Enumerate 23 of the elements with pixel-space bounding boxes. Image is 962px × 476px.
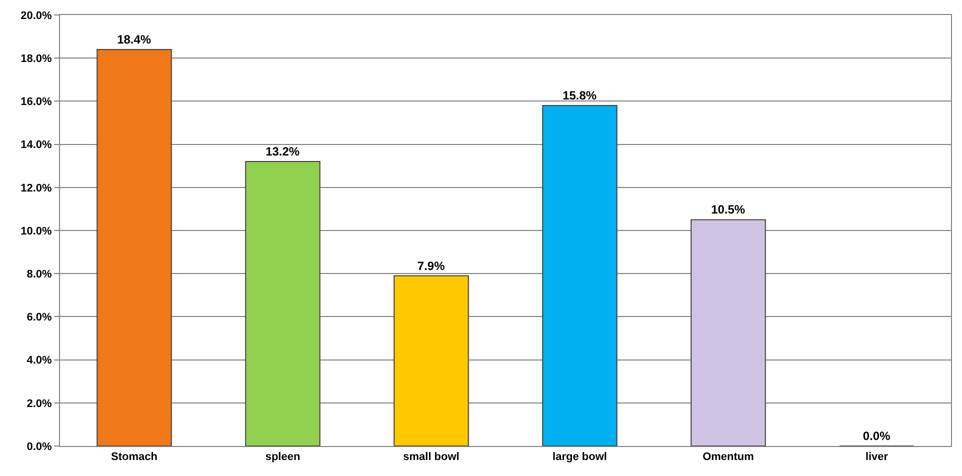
x-tick-label: Stomach	[111, 451, 158, 464]
x-tick-label: Omentum	[702, 451, 754, 464]
y-tick-label: 16.0%	[20, 96, 52, 108]
y-tick-label: 2.0%	[26, 398, 52, 410]
y-tick-label: 6.0%	[26, 312, 52, 324]
data-label: 15.8%	[562, 88, 597, 103]
data-label: 7.9%	[417, 258, 446, 273]
data-label: 13.2%	[266, 144, 300, 159]
data-label: 0.0%	[862, 429, 891, 443]
y-tick-label: 12.0%	[20, 182, 52, 194]
y-tick-label: 14.0%	[20, 139, 52, 152]
y-tick-label: 18.0%	[20, 52, 52, 65]
y-tick-label: 8.0%	[26, 268, 52, 280]
x-tick-label: large bowl	[552, 451, 607, 464]
x-tick-label: spleen	[265, 451, 300, 464]
x-tick-label: small bowl	[403, 451, 460, 464]
y-tick-label: 10.0%	[20, 225, 52, 238]
data-label: 18.4%	[117, 32, 152, 46]
y-tick-label: 20.0%	[20, 10, 52, 22]
x-tick-label: liver	[865, 451, 889, 464]
y-tick-label: 4.0%	[26, 354, 52, 367]
y-tick-label: 0.0%	[26, 440, 52, 453]
data-label: 10.5%	[711, 202, 746, 217]
